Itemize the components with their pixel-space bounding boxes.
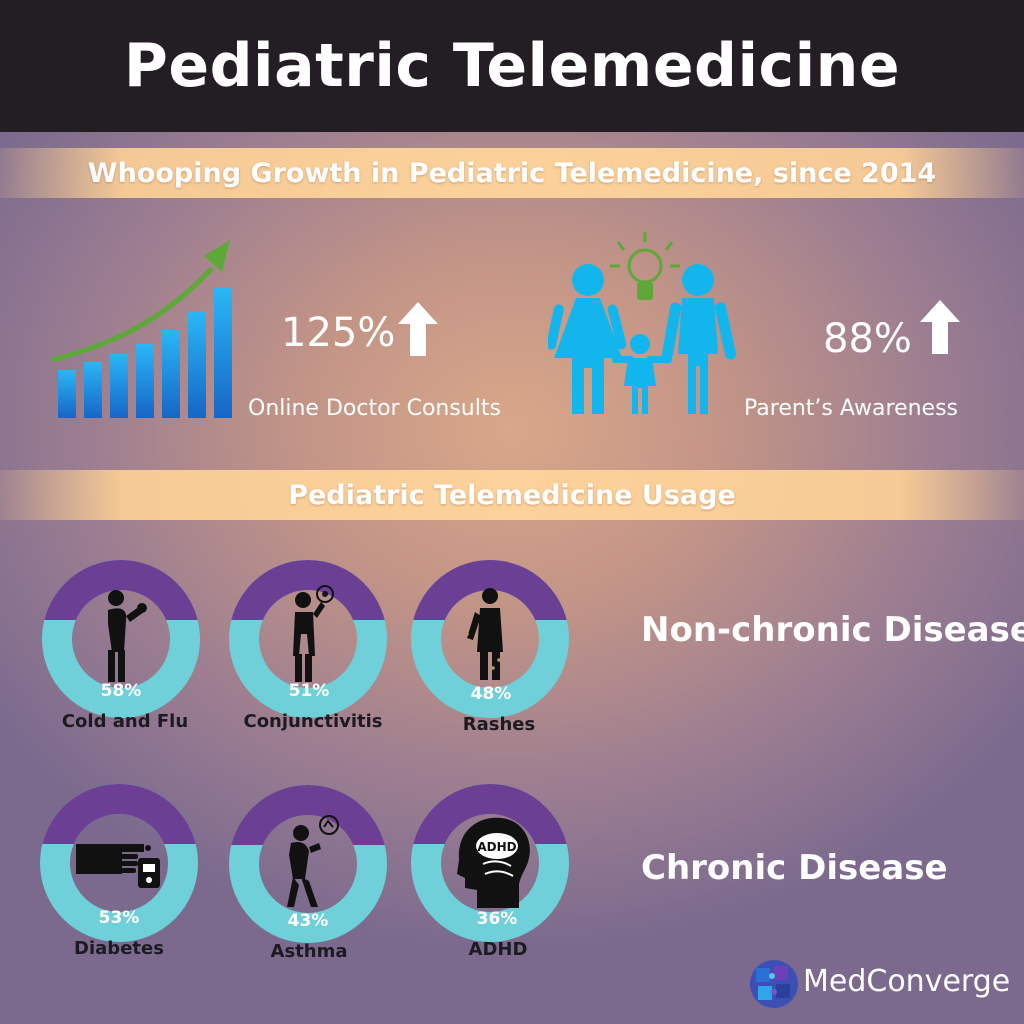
usage-heading-band: Pediatric Telemedicine Usage [0,470,1024,520]
chronic-category: Chronic Disease [641,848,948,888]
rashes-label: Rashes [462,714,536,735]
awareness-growth-value: 88% [823,316,912,362]
bar-growth-icon [51,240,232,418]
scratching-person-icon [467,588,503,680]
up-arrow-icon [920,300,960,354]
family-icon [548,232,736,414]
diabetes-percent: 53% [98,908,140,928]
cold-flu-percent: 58% [100,681,142,701]
growth-heading-band: Whooping Growth in Pediatric Telemedicin… [0,148,1024,198]
adhd-percent: 36% [476,909,518,929]
conjunctivitis-label: Conjunctivitis [243,711,383,732]
page-title: Pediatric Telemedicine [123,31,901,101]
eye-rubbing-person-icon [293,592,325,682]
lightbulb-icon [610,232,680,300]
conjunctivitis-donut [229,560,387,718]
adhd-head-icon: ADHD [457,817,530,908]
consults-label: Online Doctor Consults [248,396,501,421]
growth-heading: Whooping Growth in Pediatric Telemedicin… [87,157,937,189]
consults-growth-value: 125% [281,310,396,356]
cold-flu-label: Cold and Flu [61,711,189,732]
diabetes-donut [40,784,198,942]
up-arrow-icon [398,302,438,356]
awareness-label: Parent’s Awareness [744,396,959,421]
puzzle-globe-logo [750,960,798,1008]
adhd-donut: ADHD [411,784,569,942]
brand-name: MedConverge [803,964,1011,999]
diabetes-label: Diabetes [74,938,164,959]
title-bar: Pediatric Telemedicine [0,0,1024,132]
coughing-person-icon [287,825,321,907]
usage-heading: Pediatric Telemedicine Usage [288,479,736,511]
conjunctivitis-percent: 51% [288,681,330,701]
asthma-label: Asthma [270,941,348,962]
asthma-percent: 43% [287,911,329,931]
cold-flu-donut [42,560,200,718]
rashes-donut [411,560,569,718]
svg-text:ADHD: ADHD [477,840,516,854]
rashes-percent: 48% [470,684,512,704]
adhd-label: ADHD [468,939,528,960]
non-chronic-category: Non-chronic Disease [641,610,1024,650]
asthma-donut [229,785,387,943]
sneezing-person-icon [108,590,147,682]
